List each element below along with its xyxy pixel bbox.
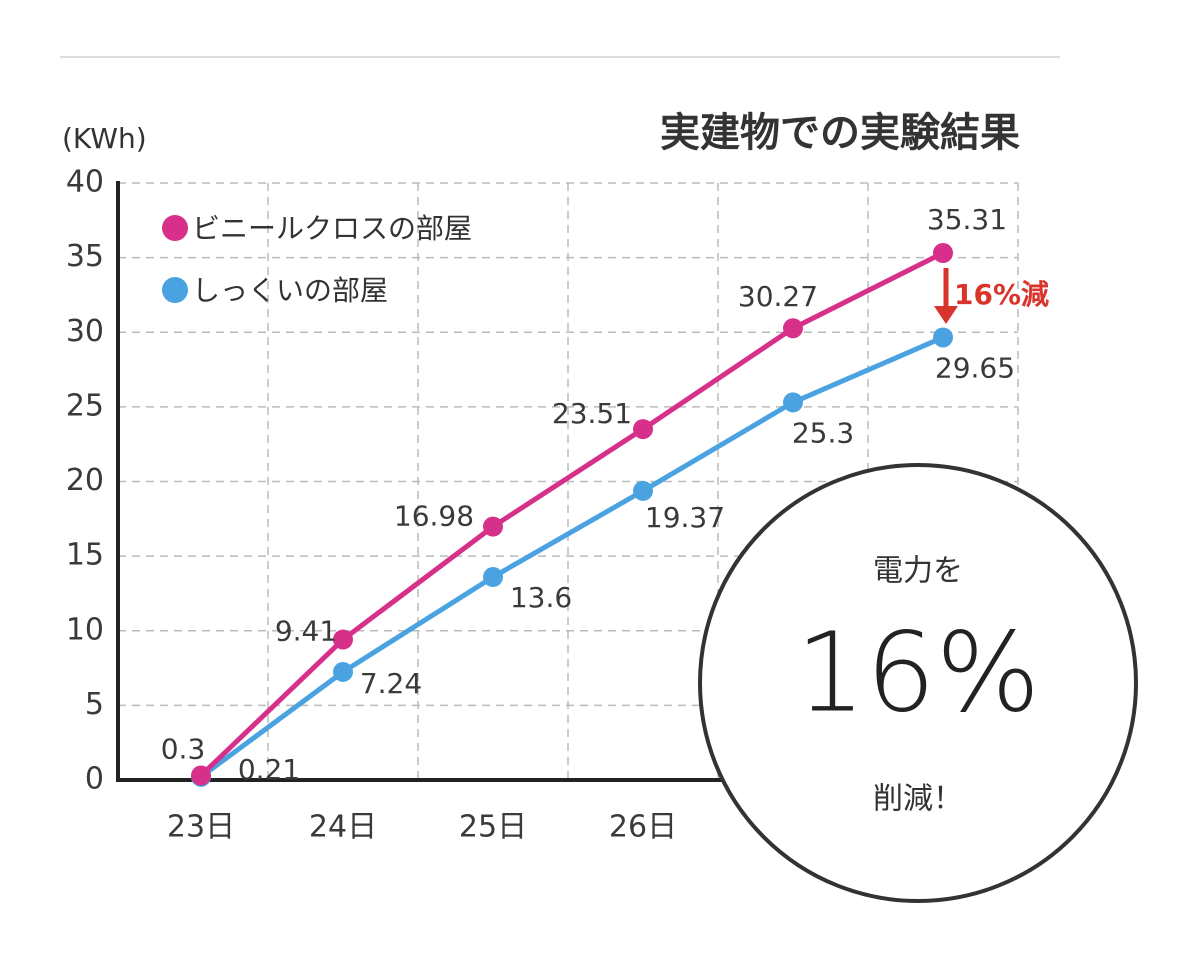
data-point: [783, 392, 803, 413]
data-label: 16.98: [394, 500, 474, 533]
data-point: [191, 765, 211, 786]
callout-top: 電力を: [873, 554, 963, 589]
data-label: 29.65: [935, 351, 1015, 384]
y-tick-label: 30: [66, 314, 104, 349]
data-point: [933, 242, 953, 263]
data-label: 0.3: [161, 733, 206, 766]
annotation: 16%減: [954, 278, 1049, 311]
callout-value: 16%: [796, 608, 1041, 736]
data-label: 35.31: [927, 203, 1007, 236]
data-label: 0.21: [238, 753, 300, 786]
y-tick-label: 15: [66, 538, 104, 573]
data-label: 19.37: [645, 501, 725, 534]
annotation-arrowhead: [934, 306, 958, 324]
data-label: 13.6: [510, 581, 572, 614]
data-point: [483, 516, 503, 537]
legend-marker: [162, 277, 188, 303]
data-point: [483, 567, 503, 588]
x-tick-label: 23日: [167, 810, 235, 845]
data-point: [333, 661, 353, 682]
callout-circle: [698, 463, 1138, 903]
series-line: [199, 250, 945, 778]
y-tick-label: 10: [66, 612, 104, 647]
callout-bottom: 削減！: [873, 782, 963, 817]
y-axis-label: (KWh): [62, 122, 147, 155]
data-point: [783, 318, 803, 339]
data-point: [333, 629, 353, 650]
data-point: [633, 480, 653, 501]
data-label: 23.51: [552, 397, 632, 430]
y-tick-label: 5: [85, 687, 104, 722]
y-tick-label: 35: [66, 239, 104, 274]
data-label: 9.41: [275, 615, 337, 648]
legend-label: ビニールクロスの部屋: [192, 212, 472, 245]
chart-title: 実建物での実験結果: [660, 110, 1020, 156]
legend-label: しっくいの部屋: [192, 274, 388, 307]
legend-marker: [162, 215, 188, 241]
x-tick-label: 25日: [459, 810, 527, 845]
data-label: 7.24: [360, 667, 422, 700]
y-tick-label: 25: [66, 388, 104, 423]
x-tick-label: 26日: [609, 810, 677, 845]
data-point: [933, 327, 953, 348]
x-tick-label: 24日: [309, 810, 377, 845]
data-label: 25.3: [792, 416, 854, 449]
y-tick-label: 0: [85, 762, 104, 797]
data-point: [633, 419, 653, 440]
y-tick-label: 40: [66, 165, 104, 200]
data-label: 30.27: [738, 280, 818, 313]
series-line: [199, 335, 944, 779]
y-tick-label: 20: [66, 463, 104, 498]
